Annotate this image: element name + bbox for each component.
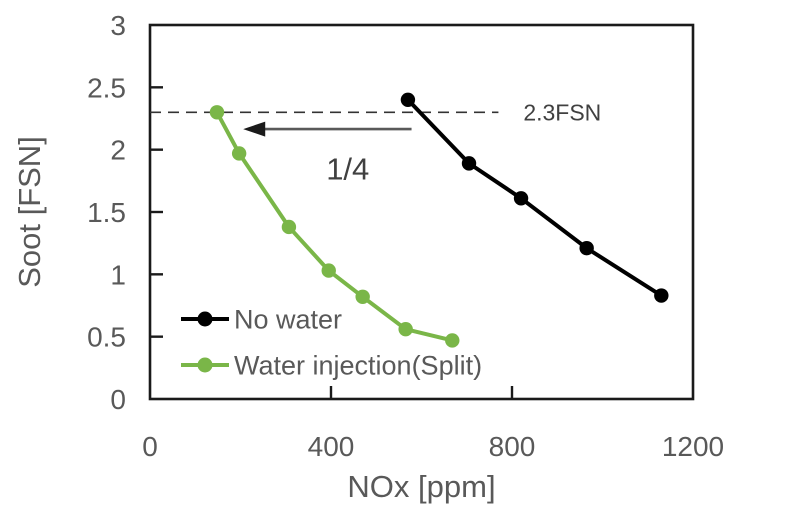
data-point-water-injection-split xyxy=(355,289,370,304)
data-point-water-injection-split xyxy=(321,263,336,278)
x-tick-label: 0 xyxy=(142,431,158,462)
y-tick-label: 2.5 xyxy=(87,72,126,103)
reduction-arrow-head xyxy=(243,121,266,137)
data-point-no-water xyxy=(579,240,594,256)
x-tick-label: 400 xyxy=(308,431,355,462)
legend-label-no-water: No water xyxy=(234,305,342,335)
legend-marker-water-injection-split xyxy=(197,357,213,373)
y-tick-label: 3 xyxy=(110,10,126,41)
data-point-water-injection-split xyxy=(281,219,297,235)
legend-label-water-injection-split: Water injection(Split) xyxy=(234,351,482,381)
x-tick-label: 800 xyxy=(489,431,536,462)
y-tick-label: 2 xyxy=(110,135,126,166)
y-axis-title: Soot [FSN] xyxy=(12,136,47,288)
legend-item-water-injection-split: Water injection(Split) xyxy=(181,351,482,381)
data-point-water-injection-split xyxy=(231,146,247,161)
reduction-ratio-label: 1/4 xyxy=(326,152,369,187)
y-tick-label: 0.5 xyxy=(87,322,126,353)
y-tick-label: 1 xyxy=(110,259,126,290)
data-point-water-injection-split xyxy=(445,333,460,348)
data-point-no-water xyxy=(461,156,477,171)
data-point-no-water xyxy=(513,191,529,206)
y-tick-label: 1.5 xyxy=(87,197,126,228)
series-line-no-water xyxy=(405,97,664,298)
x-axis-title: NOx [ppm] xyxy=(347,469,495,504)
plot-area-frame xyxy=(148,23,695,401)
x-tick-label: 1200 xyxy=(662,431,724,462)
y-tick-label: 0 xyxy=(110,384,126,415)
threshold-label: 2.3FSN xyxy=(523,100,601,126)
data-point-water-injection-split xyxy=(209,105,225,120)
data-point-no-water xyxy=(400,92,416,108)
data-point-no-water xyxy=(654,288,669,303)
data-point-water-injection-split xyxy=(398,321,413,337)
legend-item-no-water: No water xyxy=(181,305,342,335)
legend-marker-no-water xyxy=(197,311,213,327)
